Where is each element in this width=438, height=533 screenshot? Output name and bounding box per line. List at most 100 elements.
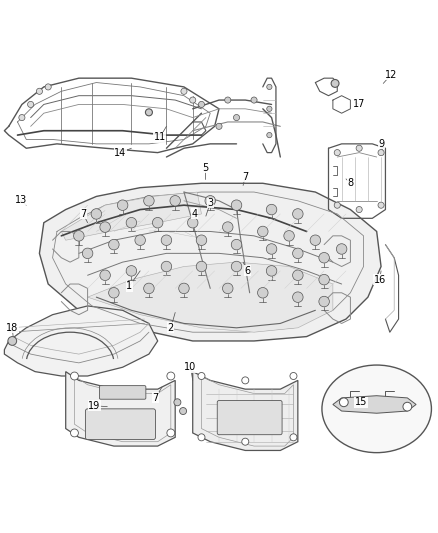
Text: 16: 16 bbox=[374, 274, 386, 285]
Circle shape bbox=[267, 106, 272, 111]
Circle shape bbox=[45, 84, 51, 90]
Circle shape bbox=[266, 244, 277, 254]
Circle shape bbox=[71, 372, 78, 380]
Circle shape bbox=[28, 101, 34, 108]
Circle shape bbox=[242, 438, 249, 445]
Text: 5: 5 bbox=[202, 163, 208, 173]
Polygon shape bbox=[4, 306, 158, 376]
Circle shape bbox=[310, 235, 321, 246]
Circle shape bbox=[293, 209, 303, 219]
Circle shape bbox=[198, 101, 205, 108]
Circle shape bbox=[135, 235, 145, 246]
Circle shape bbox=[174, 399, 181, 406]
Text: 13: 13 bbox=[15, 195, 27, 205]
Circle shape bbox=[267, 84, 272, 90]
Circle shape bbox=[251, 97, 257, 103]
Circle shape bbox=[290, 373, 297, 379]
Circle shape bbox=[82, 248, 93, 259]
Circle shape bbox=[126, 217, 137, 228]
Circle shape bbox=[187, 217, 198, 228]
Polygon shape bbox=[61, 192, 201, 240]
Circle shape bbox=[266, 265, 277, 276]
Circle shape bbox=[225, 97, 231, 103]
Circle shape bbox=[231, 200, 242, 211]
FancyBboxPatch shape bbox=[217, 400, 282, 435]
Circle shape bbox=[198, 434, 205, 441]
Text: 7: 7 bbox=[242, 172, 248, 182]
Polygon shape bbox=[88, 262, 333, 332]
Circle shape bbox=[334, 150, 340, 156]
Circle shape bbox=[100, 270, 110, 280]
Circle shape bbox=[196, 235, 207, 246]
Circle shape bbox=[167, 429, 175, 437]
Circle shape bbox=[117, 200, 128, 211]
Circle shape bbox=[36, 88, 42, 94]
Circle shape bbox=[205, 196, 215, 206]
Text: 7: 7 bbox=[80, 209, 86, 219]
Circle shape bbox=[170, 196, 180, 206]
Circle shape bbox=[161, 235, 172, 246]
Circle shape bbox=[233, 115, 240, 120]
Circle shape bbox=[152, 217, 163, 228]
Circle shape bbox=[223, 283, 233, 294]
FancyBboxPatch shape bbox=[85, 409, 155, 440]
Circle shape bbox=[242, 377, 249, 384]
Text: 1: 1 bbox=[126, 281, 132, 291]
Circle shape bbox=[378, 202, 384, 208]
Circle shape bbox=[284, 231, 294, 241]
Text: 10: 10 bbox=[184, 362, 197, 372]
Circle shape bbox=[8, 336, 17, 345]
Circle shape bbox=[100, 222, 110, 232]
Circle shape bbox=[74, 231, 84, 241]
Circle shape bbox=[293, 270, 303, 280]
Polygon shape bbox=[39, 183, 381, 341]
Circle shape bbox=[293, 292, 303, 302]
Circle shape bbox=[19, 115, 25, 120]
Circle shape bbox=[181, 88, 187, 94]
Circle shape bbox=[167, 372, 175, 380]
Circle shape bbox=[198, 373, 205, 379]
Text: 12: 12 bbox=[385, 70, 397, 79]
Circle shape bbox=[179, 283, 189, 294]
Circle shape bbox=[356, 145, 362, 151]
Text: 7: 7 bbox=[152, 393, 159, 403]
Text: 17: 17 bbox=[353, 100, 365, 109]
Circle shape bbox=[334, 202, 340, 208]
Circle shape bbox=[144, 196, 154, 206]
Circle shape bbox=[231, 239, 242, 250]
Circle shape bbox=[339, 398, 348, 407]
Circle shape bbox=[144, 283, 154, 294]
Circle shape bbox=[161, 261, 172, 272]
Circle shape bbox=[319, 274, 329, 285]
Circle shape bbox=[126, 265, 137, 276]
Circle shape bbox=[403, 402, 412, 411]
Ellipse shape bbox=[322, 365, 431, 453]
Circle shape bbox=[319, 253, 329, 263]
Circle shape bbox=[216, 123, 222, 130]
Circle shape bbox=[223, 222, 233, 232]
Circle shape bbox=[266, 204, 277, 215]
Circle shape bbox=[378, 150, 384, 156]
Text: 2: 2 bbox=[168, 323, 174, 333]
Text: 19: 19 bbox=[88, 401, 100, 411]
Polygon shape bbox=[66, 372, 175, 446]
Circle shape bbox=[258, 226, 268, 237]
Text: 15: 15 bbox=[355, 397, 367, 407]
Circle shape bbox=[91, 209, 102, 219]
Text: 14: 14 bbox=[114, 148, 127, 158]
Circle shape bbox=[231, 261, 242, 272]
Polygon shape bbox=[333, 395, 416, 413]
Circle shape bbox=[331, 79, 339, 87]
Polygon shape bbox=[193, 372, 298, 450]
Text: 18: 18 bbox=[6, 323, 18, 333]
Circle shape bbox=[145, 109, 152, 116]
Circle shape bbox=[180, 408, 187, 415]
Text: 4: 4 bbox=[192, 209, 198, 219]
Circle shape bbox=[293, 248, 303, 259]
Circle shape bbox=[190, 97, 196, 103]
Circle shape bbox=[196, 261, 207, 272]
Circle shape bbox=[258, 287, 268, 298]
Circle shape bbox=[290, 434, 297, 441]
Text: 3: 3 bbox=[207, 198, 213, 208]
Text: 11: 11 bbox=[154, 132, 166, 142]
